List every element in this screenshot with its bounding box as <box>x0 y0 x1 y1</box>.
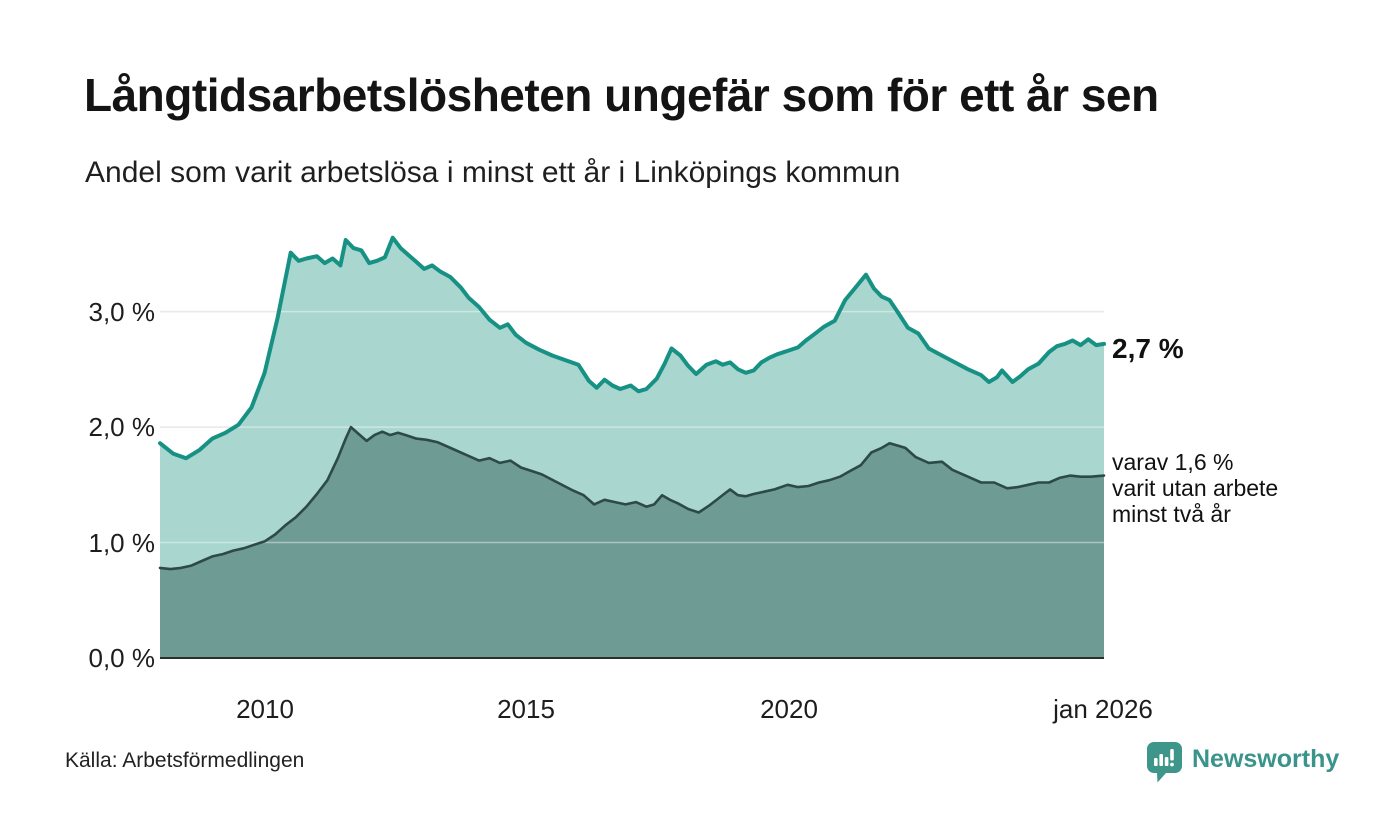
y-tick-0: 0,0 % <box>88 643 156 673</box>
secondary-annotation: varav 1,6 % varit utan arbete minst två … <box>1112 449 1278 527</box>
line-unemployed-two-years <box>158 425 1106 571</box>
x-tick-2015: 2015 <box>497 694 555 724</box>
gridlines-overlay <box>160 310 1104 544</box>
line-unemployed-one-year <box>158 235 1106 461</box>
secondary-annotation-line-3: minst två år <box>1112 501 1231 527</box>
newsworthy-icon <box>1147 742 1182 783</box>
y-tick-1: 1,0 % <box>88 528 156 558</box>
secondary-annotation-line-1: varav 1,6 % <box>1112 449 1234 475</box>
y-tick-3: 3,0 % <box>88 297 156 327</box>
page-subtitle: Andel som varit arbetslösa i minst ett å… <box>85 156 901 189</box>
x-tick-2010: 2010 <box>236 694 294 724</box>
x-tick-2020: 2020 <box>760 694 818 724</box>
brand-name: Newsworthy <box>1192 745 1340 773</box>
brand-logo: Newsworthy <box>1146 741 1339 785</box>
latest-value-label: 2,7 % <box>1112 333 1184 364</box>
area-unemployed-two-years <box>160 427 1104 658</box>
secondary-annotation-line-2: varit utan arbete <box>1112 475 1279 501</box>
source-note: Källa: Arbetsförmedlingen <box>65 749 305 772</box>
y-tick-2: 2,0 % <box>88 412 156 442</box>
page-title: Långtidsarbetslösheten ungefär som för e… <box>84 69 1159 121</box>
x-tick-jan-2026: jan 2026 <box>1053 694 1153 724</box>
